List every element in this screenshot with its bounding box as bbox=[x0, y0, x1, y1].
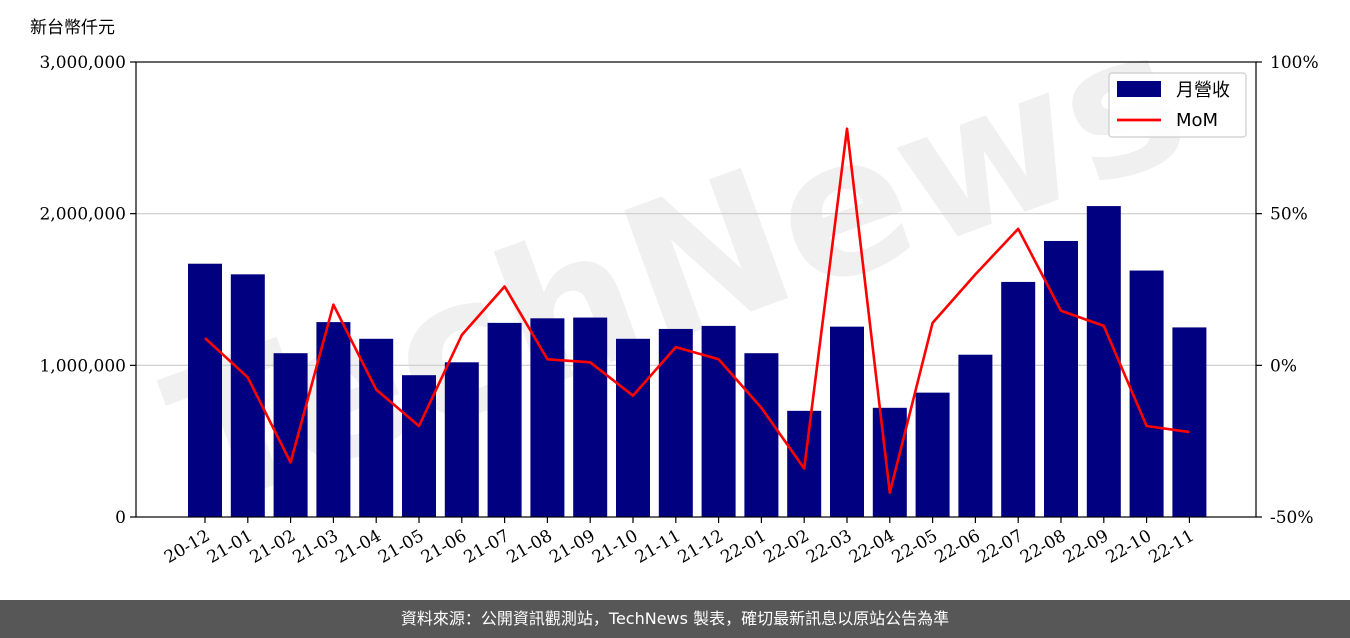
x-tick-label-21-04: 21-04 bbox=[332, 526, 384, 568]
x-tick-label-22-08: 22-08 bbox=[1017, 526, 1069, 568]
line-series bbox=[204, 127, 1190, 495]
chart-canvas: TechNews 新台幣仟元 01,000,0002,000,0003,000,… bbox=[30, 0, 1319, 568]
x-tick-label-22-11: 22-11 bbox=[1145, 526, 1197, 568]
x-tick-label-21-03: 21-03 bbox=[289, 526, 341, 568]
bar-21-03 bbox=[316, 322, 351, 517]
y-right-tick-label: 100% bbox=[1270, 53, 1319, 73]
x-tick-label-22-04: 22-04 bbox=[846, 526, 898, 568]
x-tick-label-21-10: 21-10 bbox=[589, 526, 641, 568]
y-right-tick-label: -50% bbox=[1270, 508, 1314, 528]
bar-21-09 bbox=[573, 317, 608, 517]
x-tick-label-21-12: 21-12 bbox=[675, 526, 727, 568]
x-tick-label-21-06: 21-06 bbox=[418, 526, 470, 568]
y-left-tick-label: 3,000,000 bbox=[39, 53, 126, 73]
bar-21-12 bbox=[701, 325, 736, 517]
x-axis: 20-1221-0121-0221-0321-0421-0521-0621-07… bbox=[161, 517, 1198, 568]
bar-21-10 bbox=[616, 338, 650, 517]
legend-label-mom: MoM bbox=[1176, 110, 1218, 131]
y-axis-left: 0 1,000,000 2,000,000 3,000,000 bbox=[39, 53, 136, 528]
bar-21-11 bbox=[658, 328, 693, 517]
y-left-tick-label: 1,000,000 bbox=[39, 356, 126, 376]
bar-21-06 bbox=[444, 362, 479, 517]
bar-22-04 bbox=[872, 407, 907, 517]
bar-22-01 bbox=[744, 353, 779, 517]
x-tick-label-21-11: 21-11 bbox=[632, 526, 684, 568]
unit-label: 新台幣仟元 bbox=[30, 18, 115, 38]
y-right-tick-label: 0% bbox=[1270, 356, 1297, 376]
bar-22-07 bbox=[1001, 281, 1036, 517]
x-tick-label-22-10: 22-10 bbox=[1103, 526, 1155, 568]
bar-22-08 bbox=[1044, 240, 1078, 517]
bar-21-05 bbox=[402, 375, 436, 517]
bar-22-09 bbox=[1086, 206, 1121, 518]
x-tick-label-21-09: 21-09 bbox=[546, 526, 598, 568]
bar-21-08 bbox=[530, 318, 565, 517]
bar-22-06 bbox=[958, 354, 993, 517]
legend: 月營收 MoM bbox=[1108, 72, 1247, 138]
bar-22-03 bbox=[830, 326, 864, 517]
x-tick-label-21-08: 21-08 bbox=[503, 526, 555, 568]
y-right-tick-label: 50% bbox=[1270, 205, 1308, 225]
bar-21-02 bbox=[273, 353, 308, 517]
legend-label-revenue: 月營收 bbox=[1176, 80, 1230, 101]
bar-21-01 bbox=[230, 274, 265, 517]
bar-series bbox=[188, 206, 1207, 518]
bar-22-05 bbox=[915, 392, 950, 517]
x-tick-label-22-09: 22-09 bbox=[1060, 526, 1112, 568]
bar-22-11 bbox=[1172, 327, 1207, 517]
y-left-tick-label: 0 bbox=[115, 508, 126, 528]
x-tick-label-22-03: 22-03 bbox=[803, 526, 855, 568]
mom-line bbox=[204, 127, 1190, 495]
source-footer: 資料來源：公開資訊觀測站，TechNews 製表，確切最新訊息以原站公告為準 bbox=[0, 600, 1350, 638]
bar-20-12 bbox=[188, 263, 222, 517]
x-tick-label-22-02: 22-02 bbox=[760, 526, 812, 568]
x-tick-label-22-07: 22-07 bbox=[974, 526, 1026, 568]
legend-swatch-bar bbox=[1117, 81, 1161, 97]
x-tick-label-21-05: 21-05 bbox=[375, 526, 427, 568]
x-tick-label-21-07: 21-07 bbox=[461, 526, 513, 568]
y-left-tick-label: 2,000,000 bbox=[39, 205, 126, 225]
bar-21-07 bbox=[487, 322, 522, 517]
plot-frame bbox=[135, 61, 1257, 518]
y-axis-right: -50% 0% 50% 100% bbox=[1256, 53, 1319, 528]
x-tick-label-22-01: 22-01 bbox=[717, 526, 769, 568]
x-tick-label-22-05: 22-05 bbox=[889, 526, 941, 568]
bar-22-10 bbox=[1129, 270, 1164, 517]
x-tick-label-22-06: 22-06 bbox=[931, 526, 983, 568]
x-tick-label-20-12: 20-12 bbox=[161, 526, 213, 568]
